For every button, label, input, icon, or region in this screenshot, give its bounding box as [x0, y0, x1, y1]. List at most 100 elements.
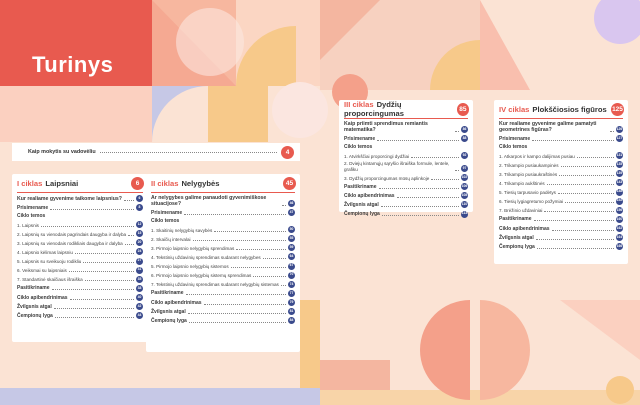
- summary-entry-label: Žvilgsnis atgal: [344, 202, 379, 209]
- title-block: Turinys: [0, 0, 152, 86]
- summary-entry[interactable]: Pasitikriname 77: [151, 289, 295, 297]
- topic-entry[interactable]: 3. Trikampio pusiaukraštinės 139: [499, 170, 623, 178]
- dot-leader: [378, 187, 459, 189]
- summary-entry[interactable]: Pasitikriname 106: [344, 183, 468, 191]
- cycle-header[interactable]: IV ciklas Plokščiosios figūros 125: [494, 100, 628, 118]
- dot-leader: [40, 225, 134, 227]
- dot-leader: [188, 321, 286, 323]
- dot-leader: [236, 248, 286, 250]
- topic-entry[interactable]: 7. Brėžinio uždaviniai 156: [499, 206, 623, 214]
- topic-entry[interactable]: 4. Laipsnio kėlimas laipsniu 24: [17, 248, 143, 256]
- topic-entry[interactable]: 4. Trikampio aukštinės 143: [499, 179, 623, 187]
- dot-leader: [185, 294, 286, 296]
- dot-leader: [396, 196, 459, 198]
- cycle-contents: Kaip priimti sprendimus remiantis matema…: [339, 119, 473, 218]
- summary-entry-page: 77: [288, 289, 295, 297]
- topic-entry[interactable]: 1. Atvirkščiai proporcingi dydžiai 92: [344, 152, 468, 160]
- cycle-question[interactable]: Kur realiame gyvenime galime pamatyti ge…: [499, 121, 623, 133]
- summary-entry-page: 166: [616, 243, 623, 251]
- cycle-number: I ciklas: [17, 178, 43, 188]
- summary-entry[interactable]: Ciklo apibendrinimas 79: [151, 298, 295, 306]
- dot-leader: [54, 316, 134, 318]
- topic-entry-label: 4. Trikampio aukštinės: [499, 181, 545, 187]
- topic-entry[interactable]: 7. Standartinė skaičiaus išraiška 35: [17, 275, 143, 283]
- topic-entry[interactable]: 6. Pirmojo laipsnio nelygybių sistemų sp…: [151, 271, 295, 279]
- topic-entry[interactable]: 3. Dydžių proporcingumas mūsų aplinkoje 1…: [344, 174, 468, 182]
- summary-entry-page: 42: [136, 303, 143, 311]
- topic-entry-label: 2. Skaičių intervalai: [151, 236, 191, 242]
- cycle-header[interactable]: II ciklas Nelygybės 45: [146, 174, 300, 192]
- summary-entry[interactable]: Žvilgsnis atgal 164: [499, 234, 623, 242]
- topic-entry-page: 35: [136, 275, 143, 283]
- dot-leader: [610, 130, 614, 132]
- topic-entry[interactable]: 5. Pirmojo laipsnio nelygybių sistemos 67: [151, 262, 295, 270]
- topic-entry[interactable]: 3. Pirmojo laipsnio nelygybių sprendimas…: [151, 244, 295, 252]
- dot-leader: [128, 234, 134, 236]
- summary-entry[interactable]: Čempionų lyga 113: [344, 210, 468, 218]
- dot-leader: [381, 215, 459, 217]
- topic-entry-page: 59: [288, 244, 295, 252]
- summary-entry-page: 84: [288, 317, 295, 325]
- prisimename-entry[interactable]: Prisimename 47: [151, 209, 295, 217]
- cycle-header[interactable]: III ciklas Dydžių proporcingumas 85: [339, 100, 473, 118]
- topic-entry[interactable]: 6. Veiksmai su laipsniais 31: [17, 266, 143, 274]
- dot-leader: [51, 289, 134, 291]
- topic-entry-page: 156: [616, 206, 623, 214]
- topic-entry-page: 152: [616, 197, 623, 205]
- summary-entry[interactable]: Ciklo apibendrinimas 108: [344, 192, 468, 200]
- topic-entry-label: 4. Tekstinių uždavinių sprendimas sudara…: [151, 255, 261, 261]
- cycle-question[interactable]: Kur realiame gyvenime taikome laipsnius?…: [17, 195, 143, 202]
- topic-entry[interactable]: 6. Tiesių lygiagretumo požymiai 152: [499, 197, 623, 205]
- prisimename-entry-label: Prisimename: [499, 135, 531, 142]
- dot-leader: [192, 239, 286, 241]
- summary-entry[interactable]: Čempionų lyga 84: [151, 317, 295, 325]
- topics-label: Ciklo temos: [499, 144, 528, 151]
- cycle-name: Dydžių proporcingumas: [344, 100, 404, 118]
- cycle-header[interactable]: I ciklas Laipsniai 6: [12, 174, 148, 192]
- header-rule: [151, 192, 295, 193]
- intro-entry[interactable]: Kaip mokytis su vadovėliu 4: [12, 143, 300, 161]
- prisimename-entry[interactable]: Prisimename 88: [344, 135, 468, 143]
- summary-entry-label: Čempionų lyga: [151, 317, 187, 324]
- cycle-question[interactable]: Kaip priimti sprendimus remiantis matema…: [344, 121, 468, 133]
- dot-leader: [69, 298, 134, 300]
- prisimename-entry[interactable]: Prisimename 127: [499, 135, 623, 143]
- summary-entry[interactable]: Pasitikriname 160: [499, 215, 623, 223]
- topic-entry[interactable]: 1. Atkarpos ir kampo dalijimas pusiau 131: [499, 152, 623, 160]
- topic-entry-page: 55: [288, 235, 295, 243]
- summary-entry[interactable]: Čempionų lyga 44: [17, 312, 143, 320]
- topic-entry-page: 20: [136, 239, 143, 247]
- dot-leader: [187, 312, 286, 314]
- dot-leader: [377, 139, 459, 141]
- topic-entry-page: 148: [616, 188, 623, 196]
- topic-entry[interactable]: 3. Laipsnių su vienodais rodikliais daug…: [17, 239, 143, 247]
- dot-leader: [411, 156, 459, 158]
- topic-entry[interactable]: 5. Tiesių tarpusavio padėtys 148: [499, 188, 623, 196]
- topic-entry[interactable]: 2. Dviejų kintamųjų sąryšio išraiška for…: [344, 161, 468, 173]
- topic-entry[interactable]: 2. Trikampio pusiaukampinės 135: [499, 161, 623, 169]
- summary-entry[interactable]: Žvilgsnis atgal 110: [344, 201, 468, 209]
- topic-entry[interactable]: 5. Laipsnis su sveikuoju rodikliu 27: [17, 257, 143, 265]
- cycle-page-badge: 6: [131, 176, 144, 190]
- summary-entry[interactable]: Čempionų lyga 166: [499, 243, 623, 251]
- prisimename-entry[interactable]: Prisimename 8: [17, 204, 143, 212]
- topic-entry[interactable]: 4. Tekstinių uždavinių sprendimas sudara…: [151, 253, 295, 261]
- cycle-contents: Ar nelygybes galime panaudoti gyvenimišk…: [146, 193, 300, 325]
- summary-entry[interactable]: Ciklo apibendrinimas 162: [499, 224, 623, 232]
- topic-entry[interactable]: 2. Skaičių intervalai 55: [151, 235, 295, 243]
- cycle-question[interactable]: Ar nelygybes galime panaudoti gyvenimišk…: [151, 195, 295, 207]
- topic-entry-label: 5. Pirmojo laipsnio nelygybių sistemos: [151, 264, 229, 270]
- summary-entry[interactable]: Ciklo apibendrinimas 40: [17, 293, 143, 301]
- cycle-question-label: Kur realiame gyvenime galime pamatyti ge…: [499, 121, 597, 133]
- dot-leader: [431, 178, 459, 180]
- summary-entry[interactable]: Pasitikriname 38: [17, 284, 143, 292]
- topic-entry[interactable]: 7. Tekstinių uždavinių sprendimas sudara…: [151, 280, 295, 288]
- summary-entry[interactable]: Žvilgsnis atgal 42: [17, 303, 143, 311]
- topic-entry[interactable]: 1. Skaitinių nelygybių savybės 50: [151, 226, 295, 234]
- summary-entry[interactable]: Žvilgsnis atgal 81: [151, 308, 295, 316]
- cycle-question-label: Kaip priimti sprendimus remiantis matema…: [344, 121, 428, 133]
- topic-entry[interactable]: 1. Laipsnis 12: [17, 221, 143, 229]
- cycle-page-badge: 45: [283, 176, 296, 190]
- topic-entry[interactable]: 2. Laipsnių su vienodais pagrindais daug…: [17, 230, 143, 238]
- header-rule: [344, 118, 468, 119]
